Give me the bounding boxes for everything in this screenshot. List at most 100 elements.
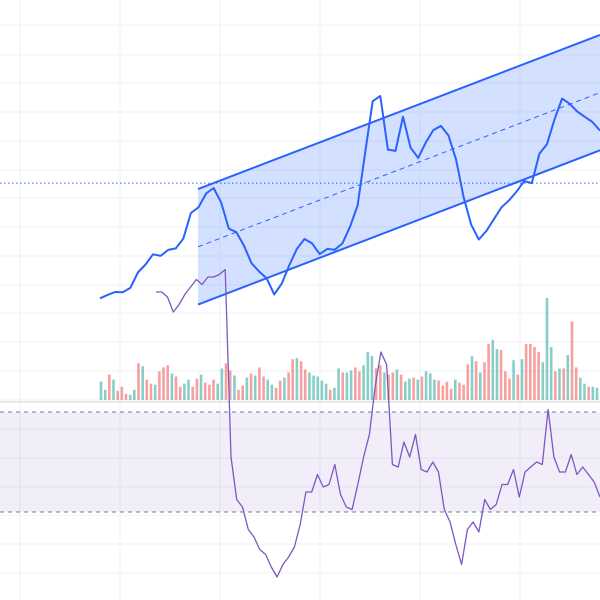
volume-bar: [145, 379, 149, 400]
volume-bar: [379, 365, 382, 400]
price-pane[interactable]: [0, 33, 600, 306]
volume-bar: [462, 384, 465, 400]
volume-bar: [595, 387, 599, 400]
volume-bar: [366, 352, 370, 400]
volume-bar: [120, 386, 124, 400]
volume-bar: [574, 367, 578, 400]
volume-bar: [274, 387, 278, 400]
volume-bar: [183, 383, 186, 400]
volume-bar: [516, 374, 520, 400]
volume-bar: [270, 384, 274, 400]
volume-bar: [562, 368, 565, 400]
volume-bar: [278, 380, 282, 400]
volume-bar: [320, 380, 324, 400]
volume-bar: [474, 361, 478, 400]
volume-bar: [283, 377, 286, 400]
volume-bar: [195, 378, 199, 400]
volume-bar: [399, 374, 403, 400]
volume-bar: [524, 343, 528, 400]
volume-bar: [249, 373, 253, 400]
volume-bar: [99, 381, 103, 400]
volume-bar: [341, 372, 344, 400]
volume-bar: [103, 389, 107, 400]
volume-bar: [337, 368, 340, 400]
price-series-line: [99, 95, 600, 300]
volume-bar: [383, 372, 386, 400]
oscillator-series-line: [156, 268, 600, 578]
volume-bar: [533, 347, 536, 400]
volume-bar: [228, 370, 232, 400]
volume-bar: [237, 389, 240, 400]
volume-bar: [295, 358, 299, 400]
channel-upper-line[interactable]: [197, 33, 600, 191]
parallel-channel-fill: [198, 34, 600, 305]
volume-bar: [558, 368, 561, 400]
volume-bar: [191, 386, 194, 400]
volume-bar: [420, 376, 424, 400]
volume-bar: [408, 378, 411, 400]
volume-bar: [583, 383, 586, 400]
volume-bar: [349, 370, 353, 400]
oscillator-band-fill: [0, 412, 600, 512]
volume-bar: [324, 383, 328, 400]
volume-bar: [479, 372, 482, 400]
volume-bar: [395, 369, 399, 400]
oscillator-pane[interactable]: [0, 268, 600, 578]
volume-bar: [141, 366, 144, 400]
volume-bar: [116, 390, 119, 400]
volume-bar: [128, 394, 132, 400]
volume-bar: [345, 372, 349, 400]
volume-bar: [312, 375, 315, 400]
volume-bar: [158, 371, 161, 400]
volume-bar: [216, 383, 219, 400]
volume-bar: [153, 384, 157, 400]
volume-bar: [166, 365, 169, 400]
volume-bar: [541, 362, 545, 400]
volume-bar: [512, 360, 515, 400]
volume-bar: [253, 375, 257, 400]
volume-bar: [174, 376, 178, 400]
volume-bar: [262, 376, 265, 400]
volume-bar: [412, 377, 415, 400]
volume-bar: [133, 389, 136, 400]
volume-bar: [362, 365, 365, 400]
volume-bar: [224, 363, 228, 400]
volume-bar: [233, 375, 236, 400]
volume-bar: [245, 377, 249, 400]
volume-bar: [416, 379, 420, 400]
volume-bar: [328, 389, 332, 400]
volume-bar: [579, 377, 582, 400]
volume-bar: [258, 367, 261, 400]
volume-bar: [241, 385, 244, 400]
volume-bar: [495, 349, 499, 400]
volume-bar: [429, 373, 432, 400]
volume-bar: [591, 386, 595, 400]
volume-bar: [162, 367, 165, 400]
volume-bar: [449, 388, 453, 400]
volume-bar: [308, 372, 311, 400]
volume-bar: [454, 379, 457, 400]
volume-bar: [112, 379, 115, 400]
volume-bar: [499, 350, 503, 400]
volume-bar: [520, 359, 524, 400]
volume-bar: [208, 384, 211, 400]
volume-bar: [187, 379, 190, 400]
volume-bar: [424, 371, 428, 400]
volume-bar: [391, 372, 395, 400]
volume-bar: [491, 339, 495, 400]
volume-bar: [149, 383, 153, 400]
volume-bar: [220, 368, 224, 400]
volume-bar: [137, 363, 140, 400]
volume-bar: [529, 343, 532, 400]
volume-bar: [178, 386, 182, 400]
volume-bar: [537, 352, 540, 400]
volume-bar: [303, 369, 307, 400]
volume-bar: [554, 371, 557, 400]
volume-bar: [508, 378, 511, 400]
volume-bar: [545, 298, 549, 400]
volume-bar: [370, 356, 374, 400]
volume-bar: [212, 379, 215, 400]
volume-bar: [466, 364, 470, 400]
